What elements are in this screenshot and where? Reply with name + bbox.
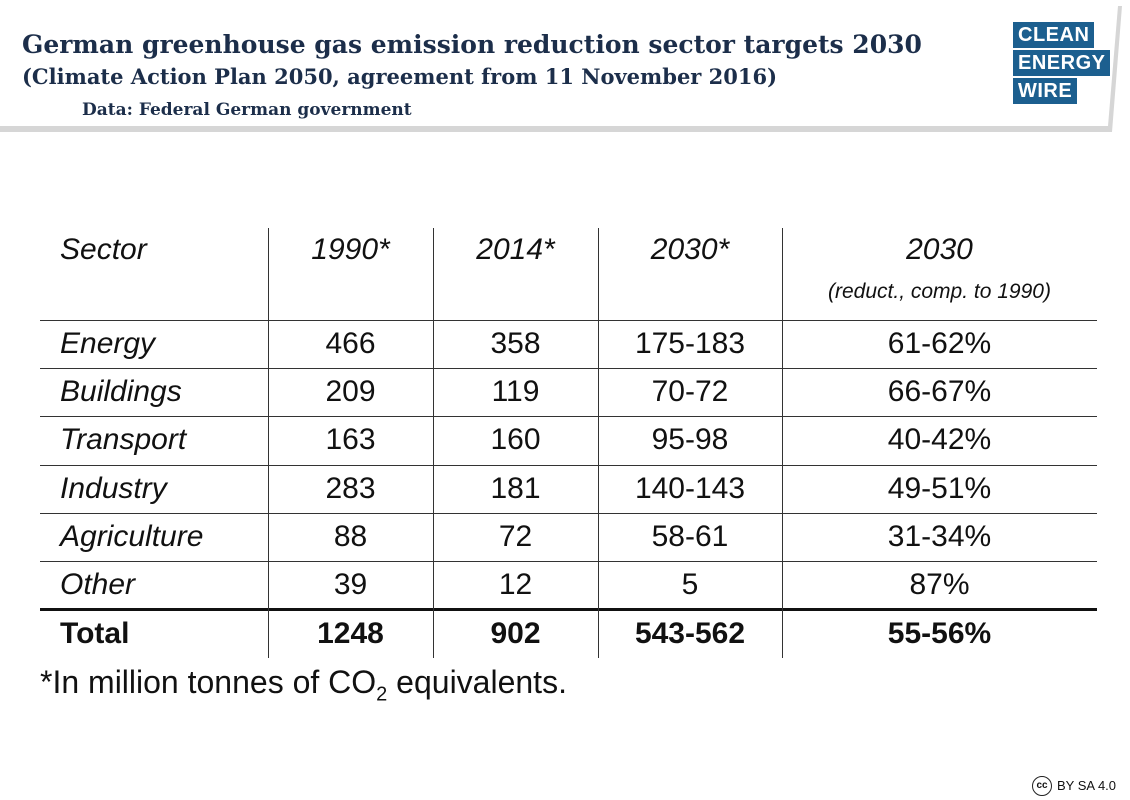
- table-cell: 140-143: [634, 471, 746, 505]
- column-header: 2030: [906, 233, 973, 266]
- table-cell: 5: [681, 568, 699, 602]
- logo-line: CLEAN: [1013, 22, 1095, 48]
- table-cell: 39: [333, 568, 368, 602]
- sector-name: Transport: [60, 423, 187, 457]
- logo-line: ENERGY: [1013, 50, 1111, 76]
- table-cell: 12: [498, 568, 533, 602]
- row-line: [40, 464, 1097, 466]
- table-cell: 160: [490, 423, 541, 457]
- table-cell: 466: [325, 327, 376, 361]
- column-header: 2030*: [650, 233, 730, 266]
- sector-name: Other: [60, 568, 136, 602]
- column-line: [598, 228, 599, 659]
- row-line: [40, 320, 1097, 321]
- table-cell: 58-61: [651, 519, 729, 553]
- table-cell: 181: [490, 471, 541, 505]
- sector-name: Buildings: [60, 375, 182, 409]
- sector-name: Agriculture: [60, 519, 204, 553]
- table-cell: 72: [498, 519, 533, 553]
- column-header: 1990*: [311, 233, 390, 266]
- total-label: Total: [60, 616, 130, 650]
- row-line: [40, 368, 1097, 370]
- table-cell: 163: [325, 423, 376, 457]
- table-cell: 87%: [909, 568, 970, 602]
- subtitle: (Climate Action Plan 2050, agreement fro…: [22, 64, 778, 89]
- row-line: [40, 561, 1097, 562]
- table-cell: 95-98: [651, 423, 729, 457]
- table-cell: 88: [333, 519, 368, 553]
- license: BY SA 4.0: [1057, 778, 1117, 793]
- table-cell: 61-62%: [887, 327, 992, 361]
- total-cell: 1248: [317, 616, 384, 650]
- table-cell: 40-42%: [887, 423, 992, 457]
- sector-name: Industry: [60, 471, 167, 505]
- footnote-text: *In million tonnes of CO: [40, 664, 377, 700]
- total-cell: 543-562: [634, 616, 746, 650]
- license-icon: cc: [1032, 776, 1052, 796]
- footnote: *In million tonnes of CO2 equivalents.: [40, 664, 567, 706]
- table-cell: 119: [491, 375, 540, 409]
- column-line: [433, 228, 434, 659]
- column-header: Sector: [60, 233, 147, 266]
- column-note: (reduct., comp. to 1990): [828, 280, 1051, 303]
- column-line: [268, 228, 269, 659]
- sector-name: Energy: [60, 327, 156, 361]
- table-cell: 209: [325, 375, 376, 409]
- table-cell: 66-67%: [887, 375, 992, 409]
- column-header: 2014*: [476, 233, 555, 266]
- total-cell: 55-56%: [887, 616, 992, 650]
- logo-line: WIRE: [1013, 78, 1078, 104]
- source: Data: Federal German government: [82, 100, 412, 120]
- table-cell: 49-51%: [887, 471, 992, 505]
- total-cell: 902: [490, 616, 541, 650]
- table-cell: 283: [325, 471, 376, 505]
- total-line: [40, 608, 1097, 612]
- table-cell: 31-34%: [887, 519, 992, 553]
- row-line: [40, 512, 1097, 514]
- footnote-suffix: equivalents.: [387, 664, 567, 700]
- column-line: [782, 228, 783, 659]
- table-cell: 175-183: [634, 327, 746, 361]
- footnote-subscript: 2: [376, 683, 388, 706]
- table-cell: 70-72: [651, 375, 729, 409]
- title: German greenhouse gas emission reduction…: [22, 30, 922, 59]
- row-line: [40, 416, 1097, 418]
- table-cell: 358: [490, 327, 541, 361]
